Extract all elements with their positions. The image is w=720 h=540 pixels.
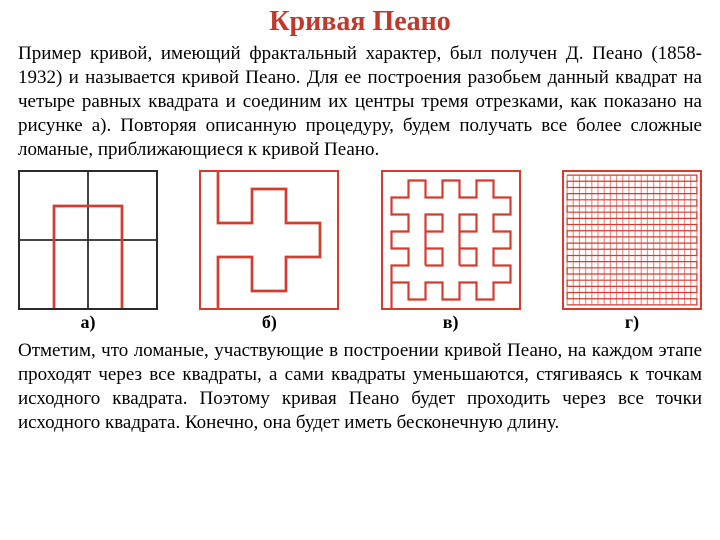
caption-c: в) <box>443 312 459 333</box>
caption-d: г) <box>625 312 639 333</box>
paragraph-2: Отметим, что ломаные, участвующие в пост… <box>18 339 702 435</box>
slide-page: Кривая Пеано Пример кривой, имеющий фрак… <box>0 0 720 540</box>
peano-svg-d <box>564 172 700 308</box>
figure-d: г) <box>562 170 702 333</box>
figure-c: в) <box>381 170 521 333</box>
peano-svg-b <box>201 172 337 308</box>
figure-a: а) <box>18 170 158 333</box>
panel-a <box>18 170 158 310</box>
figure-b: б) <box>199 170 339 333</box>
caption-b: б) <box>262 312 277 333</box>
figure-row: а) б) в) г) <box>18 170 702 333</box>
page-title: Кривая Пеано <box>18 6 702 38</box>
panel-b <box>199 170 339 310</box>
paragraph-1: Пример кривой, имеющий фрактальный харак… <box>18 42 702 162</box>
caption-a: а) <box>81 312 96 333</box>
peano-svg-a <box>20 172 156 308</box>
panel-c <box>381 170 521 310</box>
peano-svg-c <box>383 172 519 308</box>
panel-d <box>562 170 702 310</box>
